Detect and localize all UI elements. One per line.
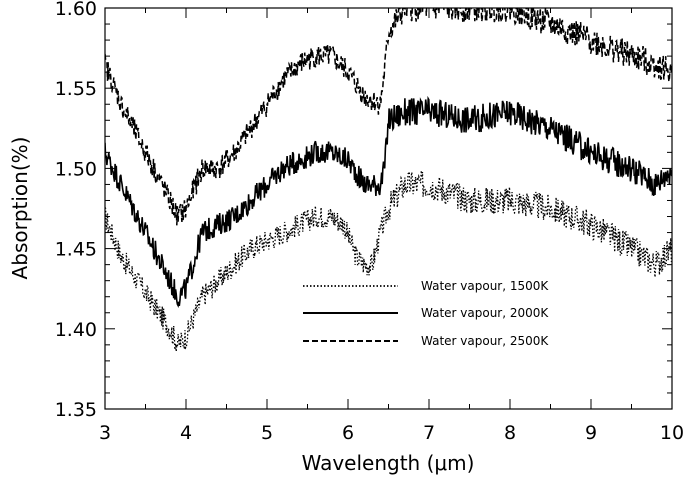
legend-label: Water vapour, 2500K bbox=[421, 334, 549, 348]
series-line bbox=[105, 170, 672, 352]
x-tick-label: 9 bbox=[585, 422, 597, 444]
series-line bbox=[105, 95, 672, 308]
legend-label: Water vapour, 2000K bbox=[421, 306, 549, 320]
x-tick-label: 4 bbox=[180, 422, 192, 444]
plot-frame bbox=[104, 7, 673, 410]
series-line bbox=[105, 8, 672, 226]
x-tick-label: 3 bbox=[99, 422, 111, 444]
series-layer bbox=[105, 8, 672, 352]
legend: Water vapour, 1500K Water vapour, 2000K Wa… bbox=[303, 279, 549, 348]
x-tick-label: 6 bbox=[342, 422, 354, 444]
y-tick-label: 1.50 bbox=[55, 158, 97, 180]
legend-label: Water vapour, 1500K bbox=[421, 279, 549, 293]
y-tick-label: 1.55 bbox=[55, 78, 97, 100]
x-tick-label: 5 bbox=[261, 422, 273, 444]
y-tick-label: 1.40 bbox=[55, 319, 97, 341]
y-tick-label: 1.45 bbox=[55, 239, 97, 261]
x-tick-label: 8 bbox=[504, 422, 516, 444]
x-tick-label: 10 bbox=[660, 422, 684, 444]
x-tick-label: 7 bbox=[423, 422, 435, 444]
y-tick-label: 1.60 bbox=[55, 0, 97, 20]
y-tick-label: 1.35 bbox=[55, 399, 97, 421]
x-axis-label: Wavelength (μm) bbox=[302, 451, 475, 475]
ticks-layer: 3 4 5 6 7 8 9 10 1.35 1.40 1.45 1.50 1.55 1.60 bbox=[55, 0, 684, 444]
y-axis-label: Absorption(%) bbox=[8, 137, 32, 280]
